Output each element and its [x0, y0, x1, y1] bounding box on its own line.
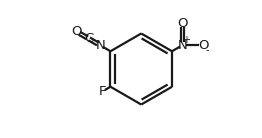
Text: O: O [198, 39, 208, 52]
Text: C: C [84, 32, 93, 45]
Text: +: + [182, 35, 190, 45]
Text: N: N [96, 39, 105, 52]
Text: F: F [99, 85, 106, 98]
Text: -: - [205, 46, 209, 56]
Text: O: O [177, 17, 188, 30]
Text: N: N [178, 39, 188, 52]
Text: O: O [72, 25, 82, 38]
